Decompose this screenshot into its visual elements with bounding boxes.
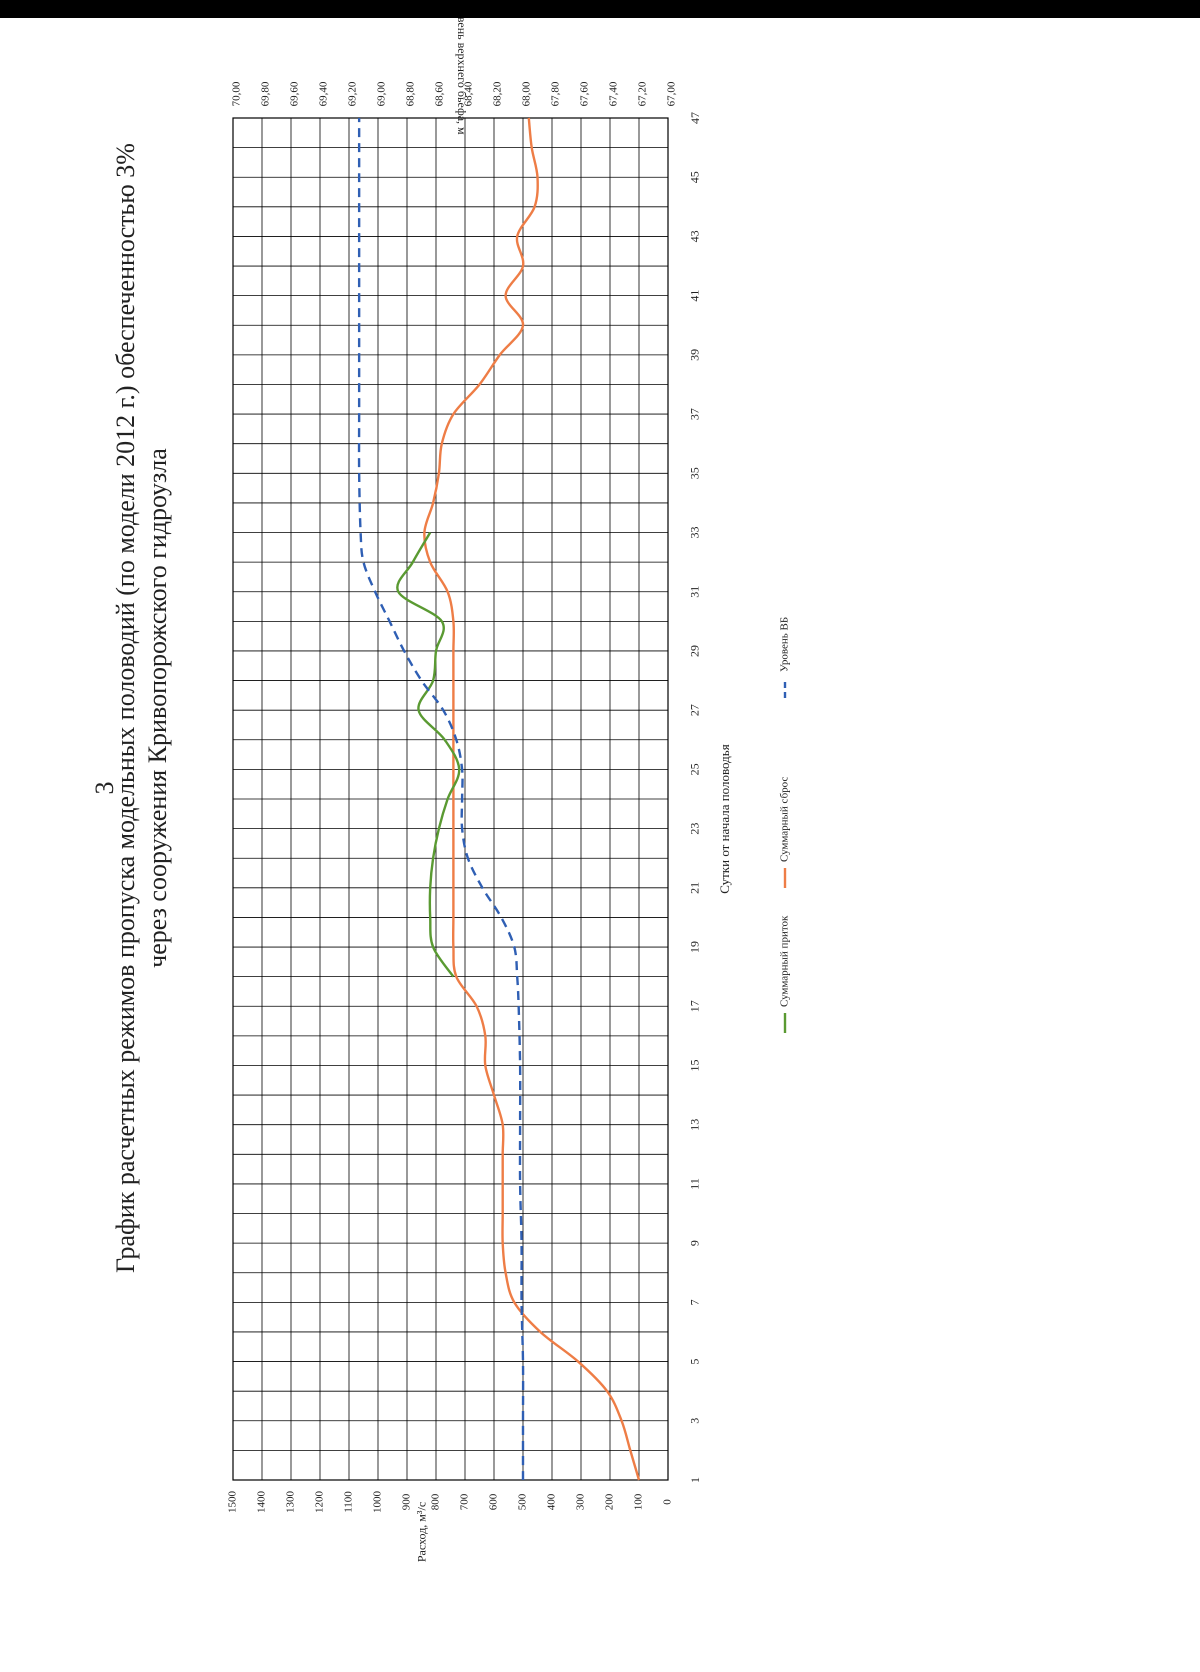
x-tick-label: 31	[688, 586, 702, 598]
y2-tick-label: 68,60	[434, 81, 446, 106]
y2-tick-label: 68,00	[521, 81, 533, 106]
x-tick-label: 29	[688, 645, 702, 657]
series-layer	[357, 117, 641, 1481]
x-tick-label: 37	[688, 408, 702, 420]
y2-tick-label: 68,20	[492, 81, 504, 106]
x-tick-label: 47	[688, 112, 702, 124]
legend-discharge-label: Суммарный сброс	[779, 777, 791, 862]
y-tick-label: 1000	[372, 1491, 384, 1514]
x-axis-label: Сутки от начала половодья	[717, 744, 732, 893]
legend-inflow-label: Суммарный приток	[779, 915, 791, 1007]
y-tick-label: 100	[633, 1493, 645, 1510]
y-tick-label: 1300	[285, 1491, 297, 1514]
legend-level-label: Уровень ВБ	[779, 617, 791, 672]
y-tick-label: 800	[430, 1493, 442, 1510]
x-tick-label: 35	[688, 467, 702, 479]
y2-tick-label: 67,20	[637, 81, 649, 106]
y-tick-label: 0	[662, 1499, 674, 1505]
tick-labels: 0 100 200 300 400 500 600 700 800 900 1000 1100 1200…	[227, 81, 702, 1513]
y-tick-label: 900	[401, 1493, 413, 1510]
y2-axis-label: Уровень верхнего бьефа, м	[455, 18, 469, 135]
x-tick-label: 3	[688, 1418, 702, 1424]
y-tick-label: 300	[575, 1493, 587, 1510]
x-tick-label: 23	[688, 823, 702, 835]
chart: 0 100 200 300 400 500 600 700 800 900 1000 1100 1200…	[227, 18, 791, 1562]
scanned-page: 3 График расчетных режимов пропуска моде…	[0, 18, 1200, 1672]
y-tick-label: 1100	[343, 1491, 355, 1513]
series-level-line	[357, 118, 525, 1481]
y-tick-label: 1200	[314, 1491, 326, 1514]
y2-tick-label: 68,40	[463, 81, 475, 106]
y2-tick-label: 69,20	[347, 81, 359, 106]
y2-tick-label: 69,00	[376, 81, 388, 106]
x-tick-label: 13	[688, 1119, 702, 1131]
grid	[232, 117, 669, 1481]
y2-tick-label: 67,80	[550, 81, 562, 106]
y2-tick-label: 70,00	[231, 81, 243, 106]
y-tick-label: 1500	[227, 1491, 239, 1514]
axis-labels: Расход, м³/с Уровень верхнего бьефа, м Сут…	[414, 18, 732, 1562]
x-tick-label: 9	[688, 1240, 702, 1246]
x-tick-label: 41	[688, 290, 702, 302]
series-inflow-line	[396, 531, 461, 978]
y2-tick-label: 67,00	[666, 81, 678, 106]
series-discharge-line	[423, 117, 641, 1481]
x-tick-label: 5	[688, 1359, 702, 1365]
y2-tick-label: 69,80	[260, 81, 272, 106]
x-tick-label: 1	[688, 1477, 702, 1483]
y2-tick-label: 69,40	[318, 81, 330, 106]
y-tick-label: 600	[488, 1493, 500, 1510]
x-tick-label: 45	[688, 171, 702, 183]
y-tick-label: 400	[546, 1493, 558, 1510]
y-tick-label: 200	[604, 1493, 616, 1510]
x-tick-label: 11	[688, 1178, 702, 1190]
y-tick-label: 500	[517, 1493, 529, 1510]
legend: Суммарный приток Суммарный сброс Уровень В…	[779, 617, 791, 1033]
x-tick-label: 27	[688, 704, 702, 716]
x-tick-label: 25	[688, 763, 702, 775]
x-tick-label: 17	[688, 1000, 702, 1012]
y2-tick-label: 68,80	[405, 81, 417, 106]
y-axis-label: Расход, м³/с	[414, 1502, 428, 1562]
plot-border	[232, 117, 669, 1481]
x-tick-label: 7	[688, 1299, 702, 1305]
y2-tick-label: 69,60	[289, 81, 301, 106]
x-tick-label: 33	[688, 527, 702, 539]
x-tick-label: 43	[688, 230, 702, 242]
y2-tick-label: 67,40	[608, 81, 620, 106]
y2-tick-label: 67,60	[579, 81, 591, 106]
x-tick-label: 15	[688, 1059, 702, 1071]
y-tick-label: 700	[459, 1493, 471, 1510]
y-tick-label: 1400	[256, 1491, 268, 1514]
x-tick-label: 21	[688, 882, 702, 894]
x-tick-label: 19	[688, 941, 702, 953]
x-tick-label: 39	[688, 349, 702, 361]
